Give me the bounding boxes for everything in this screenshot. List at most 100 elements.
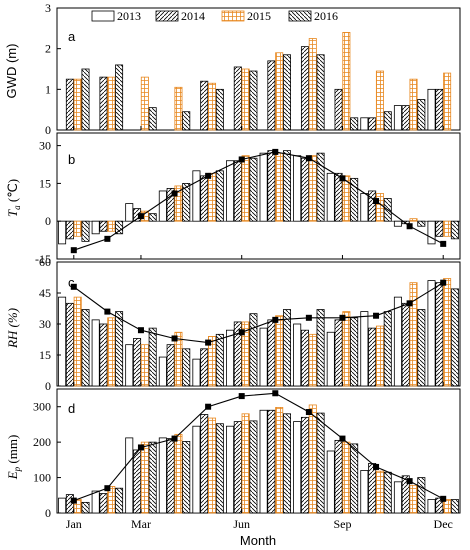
bar-2016-m2 [115, 311, 124, 387]
y-tick-label: 0 [45, 123, 51, 137]
bar-2016-m1 [81, 309, 90, 387]
bar-2014-m8 [300, 46, 309, 131]
y-tick-label: 30 [39, 139, 51, 153]
mean-point-m7 [272, 148, 279, 155]
bar-2016-m9 [350, 117, 359, 131]
bar-2016-m9 [350, 443, 359, 514]
panel-label-a: a [68, 29, 76, 44]
bar-2013-m7 [259, 409, 268, 514]
bar-2015-m9 [342, 175, 351, 222]
bar-2014-m3 [133, 338, 142, 387]
bar-2016-m3 [148, 327, 157, 387]
bar-2015-m4 [174, 185, 183, 222]
bar-2015-m1 [73, 78, 82, 131]
bar-2015-m2 [107, 76, 116, 131]
y-tick-label: 100 [33, 471, 51, 485]
plot-frame [56, 132, 461, 260]
mean-point-m11 [406, 223, 413, 230]
panel-label-b: b [68, 152, 75, 167]
mean-point-m6 [238, 156, 245, 163]
bar-2015-m4 [174, 331, 183, 387]
bar-2014-m10 [368, 117, 377, 131]
bar-2014-m5 [200, 80, 209, 131]
bar-2015-m6 [241, 321, 250, 387]
bar-2013-m1 [58, 220, 67, 245]
bar-2016-m12 [450, 220, 459, 240]
legend-swatch-2016 [288, 10, 312, 22]
bar-2016-m8 [316, 309, 325, 387]
bar-2016-m1 [81, 501, 90, 514]
bar-2016-m6 [249, 70, 258, 131]
bar-2014-m9 [334, 319, 343, 387]
bar-2016-m4 [182, 111, 191, 131]
x-tick-label-jan: Jan [66, 517, 82, 531]
bar-2015-m11 [409, 78, 418, 131]
bar-2015-m11 [409, 484, 418, 514]
bar-2014-m6 [233, 66, 242, 131]
bar-2015-m6 [241, 413, 250, 514]
bar-2016-m10 [383, 311, 392, 387]
bar-2013-m9 [326, 450, 335, 514]
bar-2013-m11 [393, 220, 402, 227]
panel-label-d: d [68, 401, 75, 416]
plot-frame [56, 7, 461, 131]
y-tick-label: 30 [39, 317, 51, 331]
bar-2015-m10 [375, 470, 384, 514]
bar-2016-m5 [215, 333, 224, 387]
mean-point-m1 [70, 283, 77, 290]
legend-label-2014: 2014 [181, 9, 205, 23]
mean-point-m6 [238, 329, 245, 336]
panel-rh: c RH (%) 0 15 30 45 60 [5, 255, 461, 393]
bar-2016-m4 [182, 348, 191, 387]
y-tick-label: 60 [39, 255, 51, 269]
mean-point-m8 [305, 155, 312, 162]
bar-2016-m6 [249, 157, 258, 222]
bar-2015-m9 [342, 32, 351, 131]
mean-point-m4 [171, 335, 178, 342]
bar-2014-m11 [401, 302, 410, 387]
bar-2014-m10 [368, 190, 377, 222]
mean-point-m7 [272, 390, 279, 397]
mean-point-m3 [137, 444, 144, 451]
y-tick-label: 15 [39, 176, 51, 190]
bar-2016-m8 [316, 152, 325, 222]
bar-2016-m2 [115, 220, 124, 235]
bar-2015-m7 [275, 152, 284, 222]
bar-2014-m11 [401, 105, 410, 131]
bar-2016-m9 [350, 177, 359, 222]
bar-2013-m2 [91, 490, 100, 514]
bar-2013-m8 [293, 323, 302, 387]
bar-2013-m11 [393, 105, 402, 131]
bar-2013-m5 [192, 358, 201, 387]
mean-point-m10 [373, 312, 380, 319]
legend-label-2013: 2013 [117, 9, 141, 23]
y-tick-label: 0 [45, 506, 51, 520]
plot-frame [56, 388, 461, 514]
bar-2015-m2 [107, 317, 116, 387]
bar-2014-m6 [233, 421, 242, 514]
legend-swatch-2014 [155, 10, 179, 22]
bar-2013-m9 [326, 331, 335, 387]
bar-2016-m10 [383, 471, 392, 514]
mean-point-m1 [70, 247, 77, 254]
bar-2015-m6 [241, 68, 250, 131]
bar-2013-m2 [91, 319, 100, 387]
bar-2015-m10 [375, 325, 384, 387]
bar-2014-m12 [435, 282, 444, 387]
bar-2013-m6 [226, 329, 235, 387]
mean-point-m4 [171, 190, 178, 197]
bar-2016-m6 [249, 420, 258, 514]
bar-2014-m8 [300, 329, 309, 387]
mean-point-m10 [373, 198, 380, 205]
bar-2015-m8 [308, 333, 317, 387]
panel-ta: b Ta (℃) -15 0 15 30 [5, 132, 461, 266]
bar-2016-m10 [383, 111, 392, 131]
bar-2013-m5 [192, 425, 201, 514]
bar-2014-m7 [267, 60, 276, 131]
y-axis-label-ta: Ta (℃) [5, 179, 22, 217]
legend: 2013 2014 2015 2016 [91, 9, 338, 23]
bar-2015-m11 [409, 218, 418, 222]
bar-2013-m10 [360, 311, 369, 387]
mean-point-m7 [272, 316, 279, 323]
bar-2016-m6 [249, 313, 258, 387]
